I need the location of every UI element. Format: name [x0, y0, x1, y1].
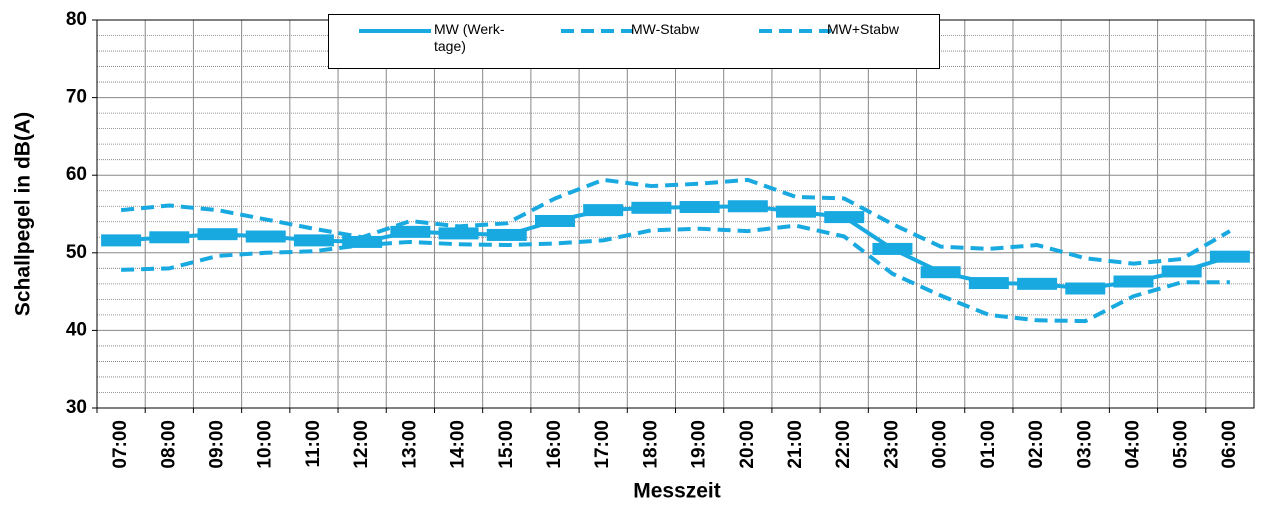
x-tick-label: 16:00	[544, 420, 565, 469]
marker	[1113, 275, 1154, 288]
marker	[583, 204, 624, 217]
y-tick-label: 30	[66, 397, 87, 418]
x-tick-label: 05:00	[1171, 420, 1192, 469]
marker	[1209, 250, 1250, 263]
marker	[968, 277, 1009, 290]
legend-label: MW-Stabw	[631, 21, 700, 37]
series-line	[120, 177, 1231, 266]
y-axis-label: Schallpegel in dB(A)	[12, 112, 35, 316]
x-tick-label: 00:00	[930, 420, 951, 469]
legend-label: MW (Werk-tage)	[434, 21, 505, 54]
marker	[245, 230, 286, 243]
x-axis-label: Messzeit	[633, 480, 721, 503]
y-tick-label: 40	[66, 319, 87, 340]
marker	[1065, 282, 1106, 295]
marker	[197, 228, 238, 241]
legend-swatch	[759, 29, 831, 33]
marker	[872, 242, 913, 255]
marker	[342, 235, 383, 248]
marker	[486, 228, 527, 241]
marker	[679, 201, 720, 214]
marker	[438, 227, 479, 240]
marker	[631, 201, 672, 214]
legend-swatch	[359, 29, 431, 33]
x-tick-label: 08:00	[158, 420, 179, 469]
marker	[920, 266, 961, 279]
x-tick-label: 02:00	[1026, 420, 1047, 469]
marker	[149, 231, 190, 244]
x-tick-label: 03:00	[1074, 420, 1095, 469]
x-tick-label: 19:00	[689, 420, 710, 469]
x-tick-label: 14:00	[448, 420, 469, 469]
marker	[101, 234, 142, 247]
y-tick-label: 70	[66, 87, 87, 108]
series-line	[121, 223, 1230, 324]
legend-label: MW+Stabw	[827, 21, 899, 37]
x-tick-label: 22:00	[833, 420, 854, 469]
y-tick-label: 50	[66, 242, 87, 263]
x-tick-label: 07:00	[110, 420, 131, 469]
x-tick-label: 09:00	[207, 420, 228, 469]
marker	[1161, 265, 1202, 278]
marker	[824, 211, 865, 224]
y-tick-label: 80	[66, 9, 87, 30]
marker	[1017, 277, 1058, 290]
marker	[390, 225, 431, 238]
marker	[293, 234, 334, 247]
x-tick-label: 18:00	[640, 420, 661, 469]
x-tick-label: 06:00	[1219, 420, 1240, 469]
marker	[727, 200, 768, 213]
x-tick-label: 04:00	[1122, 420, 1143, 469]
x-tick-label: 10:00	[255, 420, 276, 469]
legend-swatch	[561, 29, 633, 33]
x-tick-label: 20:00	[737, 420, 758, 469]
x-tick-label: 21:00	[785, 420, 806, 469]
x-tick-label: 01:00	[978, 420, 999, 469]
marker	[776, 205, 817, 218]
x-tick-label: 12:00	[351, 420, 372, 469]
legend: MW (Werk-tage) MW-Stabw MW+Stabw	[328, 14, 940, 69]
x-tick-label: 15:00	[496, 420, 517, 469]
x-tick-label: 17:00	[592, 420, 613, 469]
y-tick-label: 60	[66, 164, 87, 185]
x-tick-label: 11:00	[303, 420, 324, 468]
x-tick-label: 13:00	[399, 420, 420, 469]
marker	[534, 214, 575, 227]
x-tick-label: 23:00	[881, 420, 902, 469]
